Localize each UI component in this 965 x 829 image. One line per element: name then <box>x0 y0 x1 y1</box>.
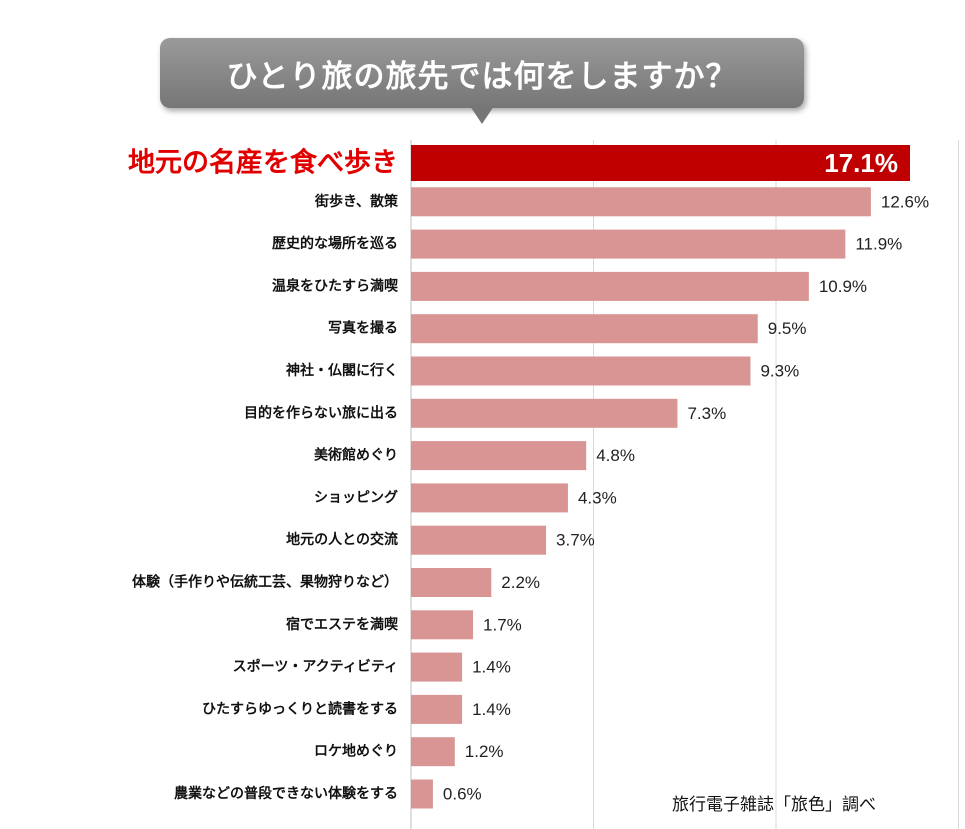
bar <box>411 568 492 597</box>
bar <box>411 525 547 555</box>
bar <box>411 483 568 513</box>
category-label: 目的を作らない旅に出る <box>244 404 398 421</box>
category-label: 温泉をひたすら満喫 <box>272 277 399 294</box>
data-label: 1.4% <box>472 700 511 719</box>
data-label: 11.9% <box>855 235 902 254</box>
category-label: 歴史的な場所を巡る <box>272 235 398 252</box>
title-bubble-tail <box>470 106 494 124</box>
data-label: 1.2% <box>465 742 504 761</box>
chart-title-text: ひとり旅の旅先では何をしますか？ <box>226 58 738 95</box>
category-label: ロケ地めぐり <box>314 743 398 760</box>
bar <box>411 271 809 301</box>
bar <box>411 652 463 682</box>
bar <box>411 398 678 428</box>
category-label: ショッピング <box>314 489 398 506</box>
bar <box>411 145 910 181</box>
data-label: 9.5% <box>768 319 807 338</box>
data-label: 12.6% <box>881 192 929 211</box>
category-label: 写真を撮る <box>328 320 398 337</box>
bar <box>411 610 474 640</box>
category-label: 美術館めぐり <box>314 447 398 464</box>
bar <box>411 229 846 259</box>
category-label: 街歩き、散策 <box>314 193 399 210</box>
category-label: 農業などの普段できない体験をする <box>174 785 398 802</box>
source-note: 旅行電子雑誌「旅色」調べ <box>672 795 876 815</box>
data-label: 4.3% <box>578 488 617 507</box>
category-label: 地元の名産を食べ歩き <box>128 147 398 179</box>
data-label: 0.6% <box>443 785 482 804</box>
data-label: 10.9% <box>819 277 867 296</box>
category-label: 体験（手作りや伝統工芸、果物狩りなど） <box>132 574 398 591</box>
category-label: 宿でエステを満喫 <box>286 616 399 633</box>
data-label: 1.4% <box>472 658 511 677</box>
bar <box>411 737 455 767</box>
data-label: 7.3% <box>687 404 726 423</box>
category-label: 地元の人との交流 <box>286 531 398 548</box>
bar <box>411 314 758 344</box>
category-label: スポーツ・アクティビティ <box>233 658 398 675</box>
bar <box>411 441 587 471</box>
data-label: 3.7% <box>556 531 595 550</box>
chart-title: ひとり旅の旅先では何をしますか？ <box>160 38 804 108</box>
data-label: 1.7% <box>483 615 522 634</box>
data-label: 2.2% <box>501 573 540 592</box>
bar <box>411 694 463 724</box>
data-label: 9.3% <box>760 362 799 381</box>
bar <box>411 779 433 809</box>
data-label: 4.8% <box>596 446 635 465</box>
category-label: ひたすらゆっくりと読書をする <box>202 700 398 717</box>
category-label: 神社・仏閣に行く <box>286 362 398 379</box>
data-label: 17.1% <box>824 148 898 178</box>
bar <box>411 187 871 217</box>
bar <box>411 356 751 386</box>
